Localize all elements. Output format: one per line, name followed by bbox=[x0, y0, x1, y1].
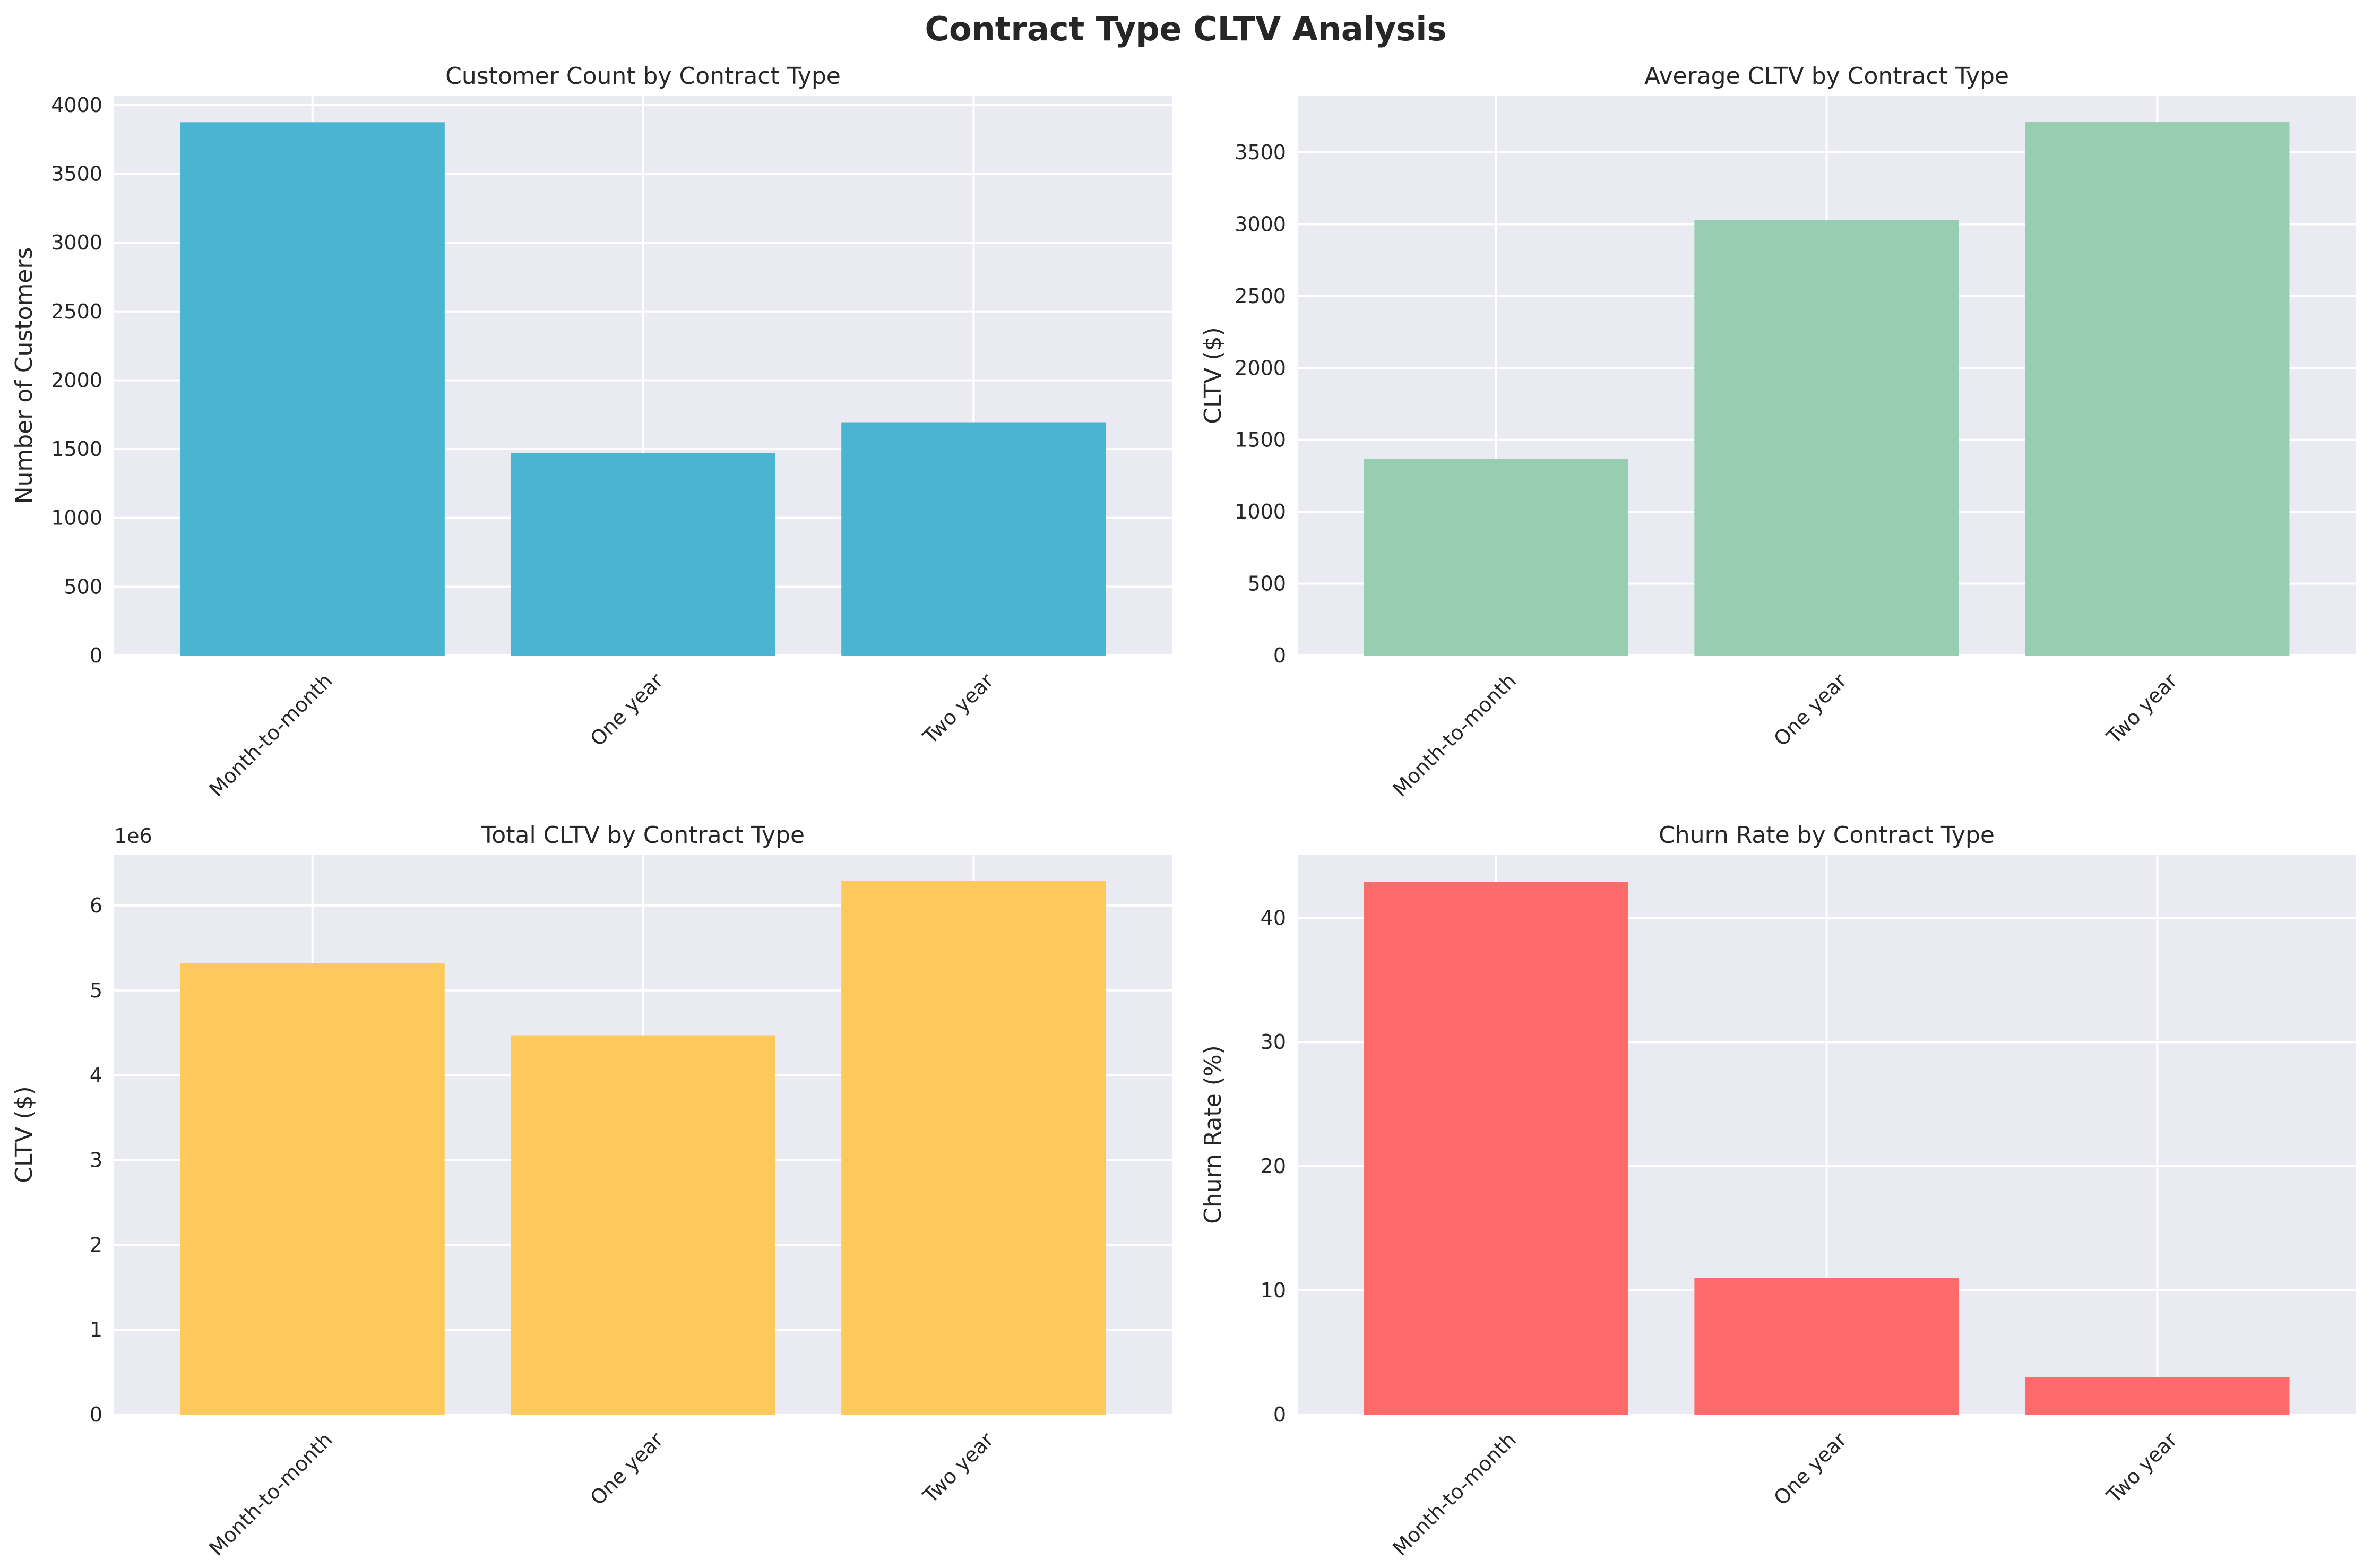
bar-one-year bbox=[1694, 220, 1959, 656]
y-offset-label: 1e6 bbox=[114, 824, 152, 848]
y-tick-label: 20 bbox=[1261, 1155, 1286, 1178]
y-tick-label: 0 bbox=[1273, 644, 1286, 667]
y-tick-label: 4000 bbox=[51, 93, 102, 117]
y-tick-label: 500 bbox=[64, 575, 102, 598]
figure-title: Contract Type CLTV Analysis bbox=[925, 10, 1447, 48]
bar-two-year bbox=[841, 881, 1106, 1415]
y-tick-label: 2500 bbox=[1235, 285, 1286, 308]
y-tick-label: 0 bbox=[90, 1403, 102, 1426]
subplot-title: Average CLTV by Contract Type bbox=[1644, 63, 2009, 90]
y-axis-label: CLTV ($) bbox=[1200, 327, 1227, 424]
y-tick-label: 500 bbox=[1247, 572, 1286, 596]
y-tick-label: 40 bbox=[1261, 906, 1286, 929]
bar-one-year bbox=[511, 1035, 775, 1415]
y-tick-label: 3500 bbox=[1235, 141, 1286, 164]
bar-two-year bbox=[2025, 1377, 2290, 1415]
y-tick-label: 3000 bbox=[1235, 212, 1286, 236]
bar-one-year bbox=[511, 453, 775, 656]
y-tick-label: 3 bbox=[90, 1148, 102, 1171]
y-tick-label: 2 bbox=[90, 1233, 102, 1256]
subplot-title: Total CLTV by Contract Type bbox=[481, 822, 805, 849]
y-tick-label: 5 bbox=[90, 979, 102, 1002]
bar-one-year bbox=[1694, 1278, 1959, 1415]
subplot-title: Customer Count by Contract Type bbox=[445, 63, 841, 90]
y-tick-label: 1000 bbox=[1235, 500, 1286, 523]
y-axis-label: CLTV ($) bbox=[11, 1086, 38, 1183]
y-tick-label: 1 bbox=[90, 1318, 102, 1341]
y-tick-label: 2500 bbox=[51, 300, 102, 323]
y-axis-label: Number of Customers bbox=[11, 247, 38, 504]
y-tick-label: 0 bbox=[1273, 1403, 1286, 1426]
y-tick-label: 30 bbox=[1261, 1030, 1286, 1054]
y-tick-label: 2000 bbox=[51, 368, 102, 392]
y-axis-label: Churn Rate (%) bbox=[1200, 1045, 1227, 1224]
y-tick-label: 3000 bbox=[51, 231, 102, 254]
y-tick-label: 4 bbox=[90, 1064, 102, 1087]
y-tick-label: 6 bbox=[90, 894, 102, 917]
bar-month-to-month bbox=[1364, 882, 1628, 1415]
subplot-title: Churn Rate by Contract Type bbox=[1659, 822, 1995, 849]
subplot-1: 05001000150020002500300035004000Month-to… bbox=[11, 63, 1172, 801]
bar-month-to-month bbox=[1364, 458, 1628, 656]
y-tick-label: 0 bbox=[90, 644, 102, 667]
bar-two-year bbox=[841, 422, 1106, 656]
y-tick-label: 1500 bbox=[1235, 428, 1286, 452]
bar-two-year bbox=[2025, 122, 2290, 656]
y-tick-label: 2000 bbox=[1235, 356, 1286, 380]
y-tick-label: 10 bbox=[1261, 1279, 1286, 1302]
bar-month-to-month bbox=[180, 122, 445, 656]
y-tick-label: 3500 bbox=[51, 162, 102, 186]
y-tick-label: 1000 bbox=[51, 506, 102, 530]
y-tick-label: 1500 bbox=[51, 437, 102, 461]
bar-month-to-month bbox=[180, 963, 445, 1415]
